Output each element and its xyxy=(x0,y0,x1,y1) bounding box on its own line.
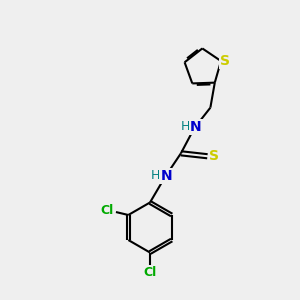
Text: S: S xyxy=(209,149,219,163)
Text: H: H xyxy=(151,169,160,182)
Text: N: N xyxy=(160,169,172,183)
Text: H: H xyxy=(181,120,190,133)
Text: S: S xyxy=(220,54,230,68)
Text: Cl: Cl xyxy=(143,266,157,279)
Text: Cl: Cl xyxy=(100,204,114,217)
Text: N: N xyxy=(190,120,202,134)
